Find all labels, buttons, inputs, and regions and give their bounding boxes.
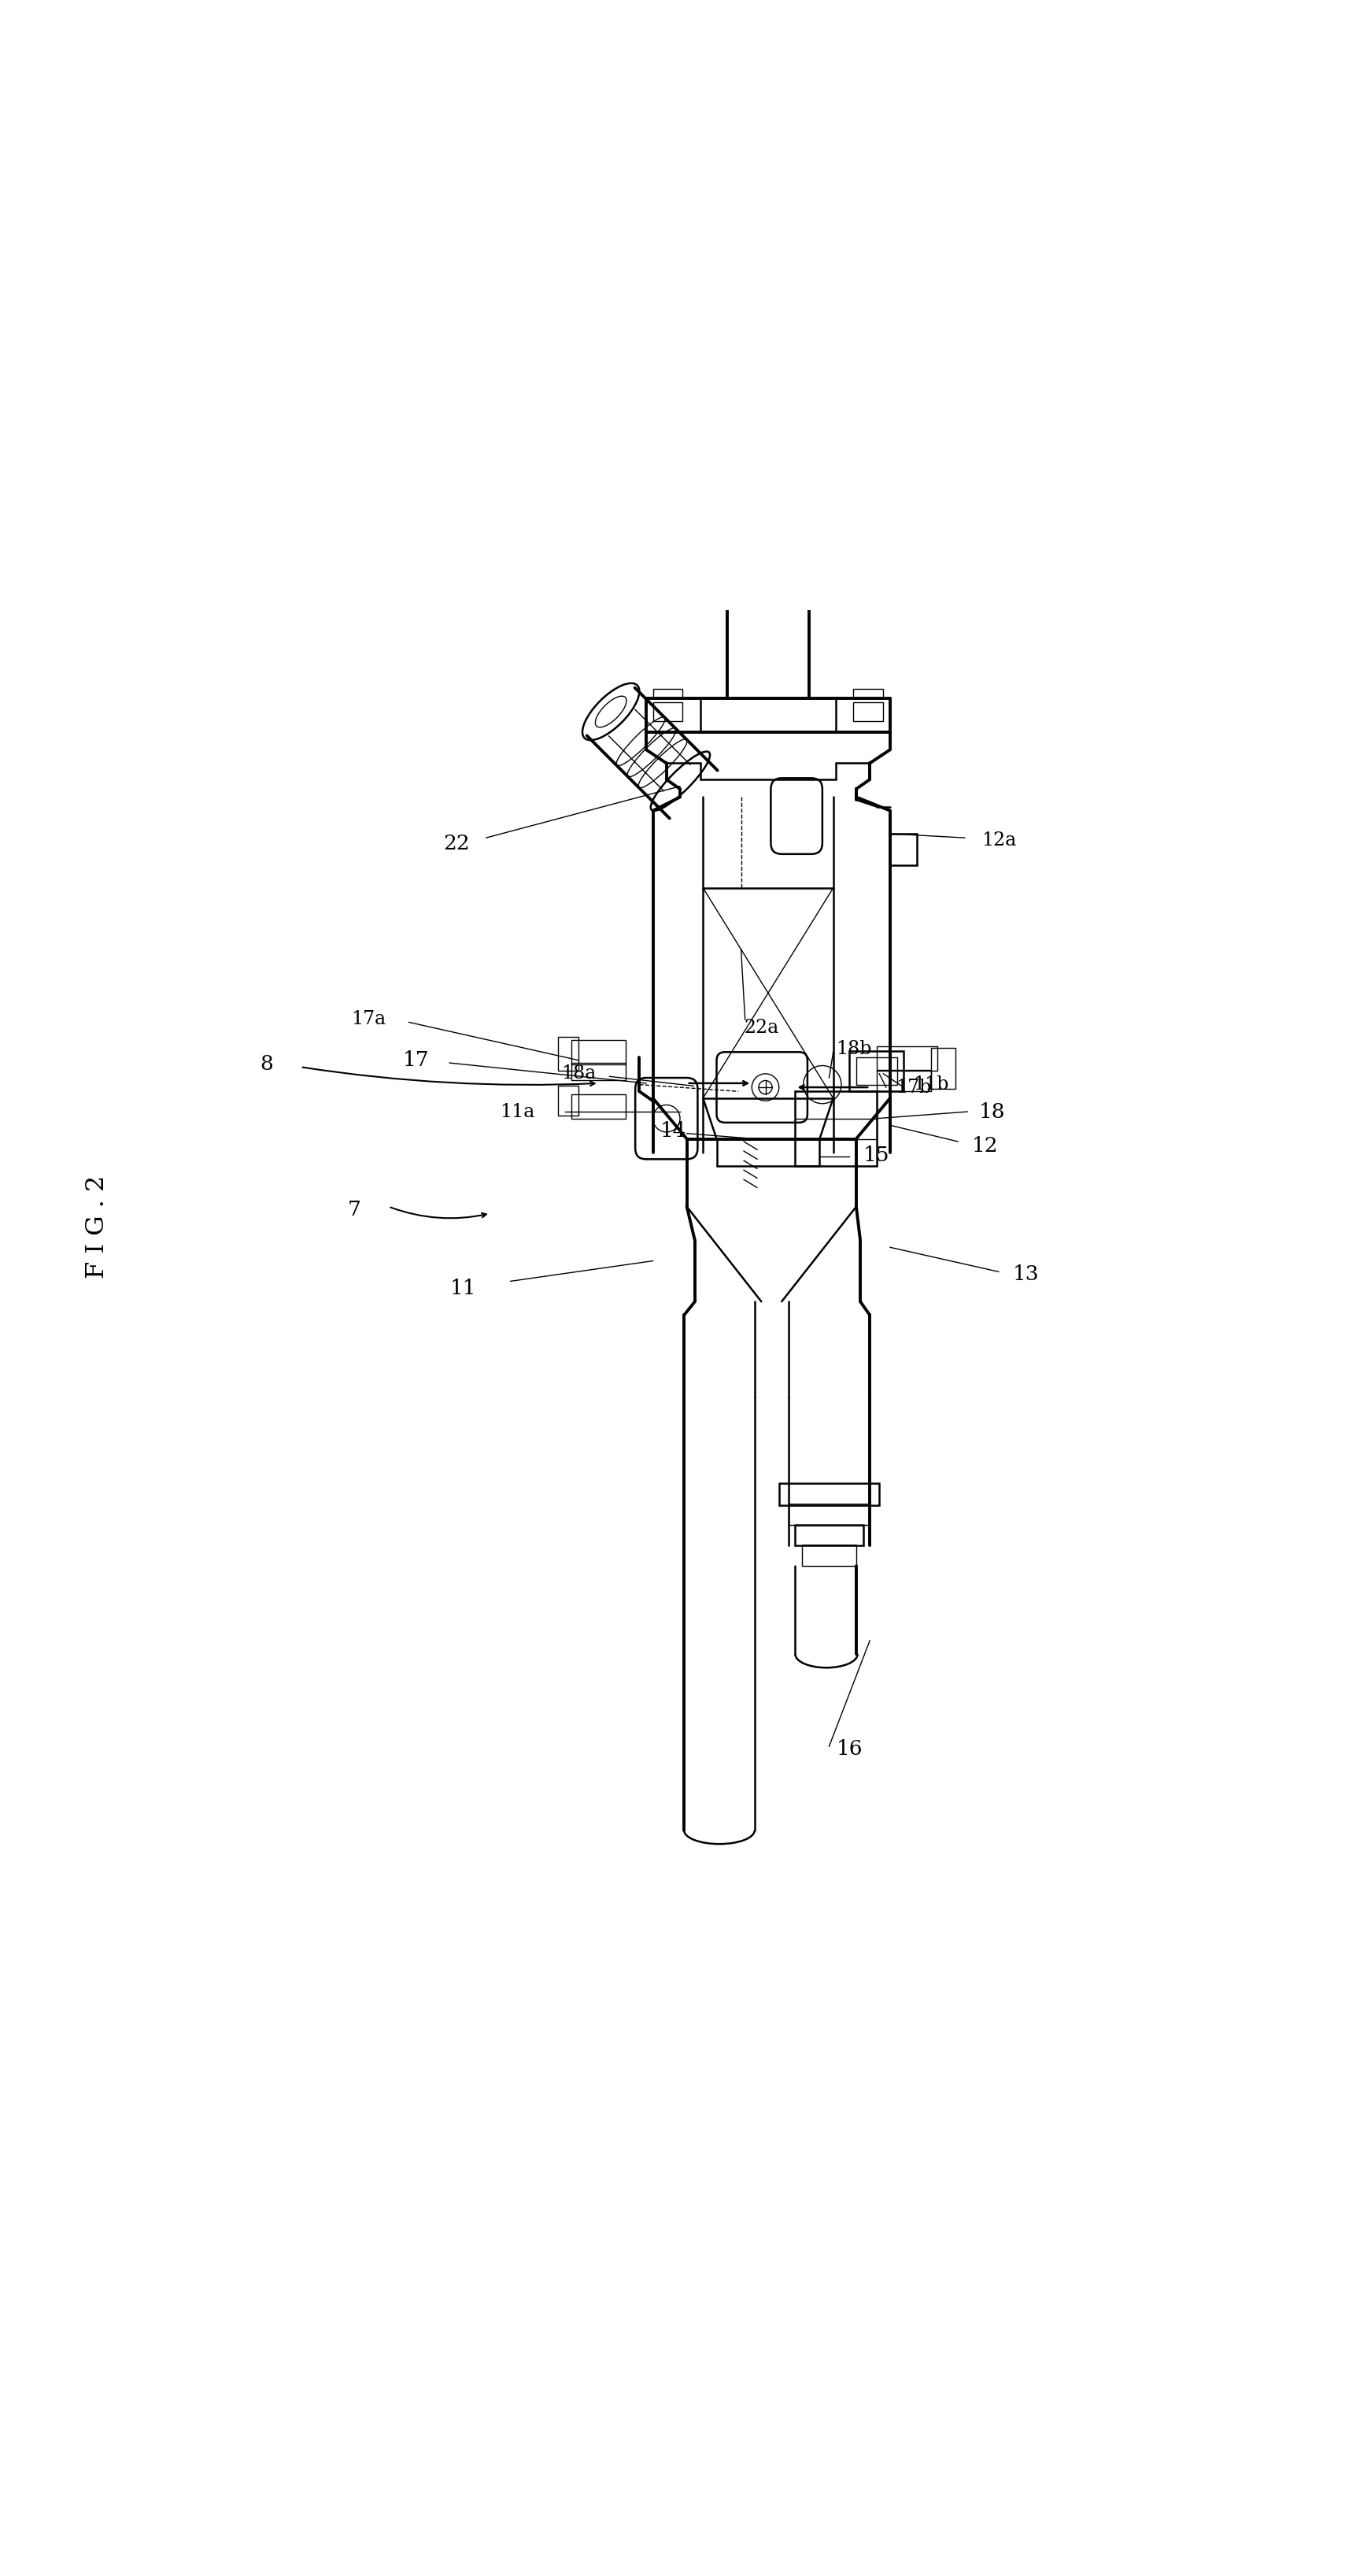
Bar [796,1525,864,1546]
Text: 11b: 11b [913,1077,949,1095]
Bar [854,703,884,721]
Bar [877,1069,930,1092]
Bar [857,1059,896,1084]
Bar [930,1048,955,1090]
Bar [802,1543,857,1566]
Text: 22a: 22a [744,1018,779,1036]
Text: 13: 13 [1012,1265,1039,1285]
Text: 14: 14 [660,1121,687,1141]
Text: 11a: 11a [500,1103,534,1121]
Text: 12: 12 [972,1136,998,1157]
Text: 11: 11 [450,1278,476,1298]
Text: 17a: 17a [351,1010,386,1028]
Bar [558,1038,578,1072]
Text: 22: 22 [443,835,469,853]
Text: 18: 18 [979,1103,1005,1121]
Bar [779,1484,880,1504]
Bar [653,688,683,698]
Bar [571,1041,626,1064]
Bar [789,1504,870,1525]
Bar [877,1046,937,1072]
Text: 15: 15 [864,1146,889,1164]
Text: 8: 8 [260,1054,273,1074]
Text: 7: 7 [348,1200,362,1218]
Bar [850,1051,903,1092]
Text: 16: 16 [836,1739,862,1759]
Bar [796,1092,877,1167]
Bar [571,1064,626,1079]
Text: 12a: 12a [981,832,1016,850]
Bar [571,1095,626,1118]
Text: 18b: 18b [835,1041,872,1059]
Bar [653,703,683,721]
Text: 18a: 18a [560,1064,596,1082]
Text: 17: 17 [403,1051,428,1069]
Bar [854,688,884,698]
Text: 17b: 17b [895,1079,932,1097]
Bar [558,1087,578,1115]
Text: F I G . 2: F I G . 2 [84,1175,109,1278]
